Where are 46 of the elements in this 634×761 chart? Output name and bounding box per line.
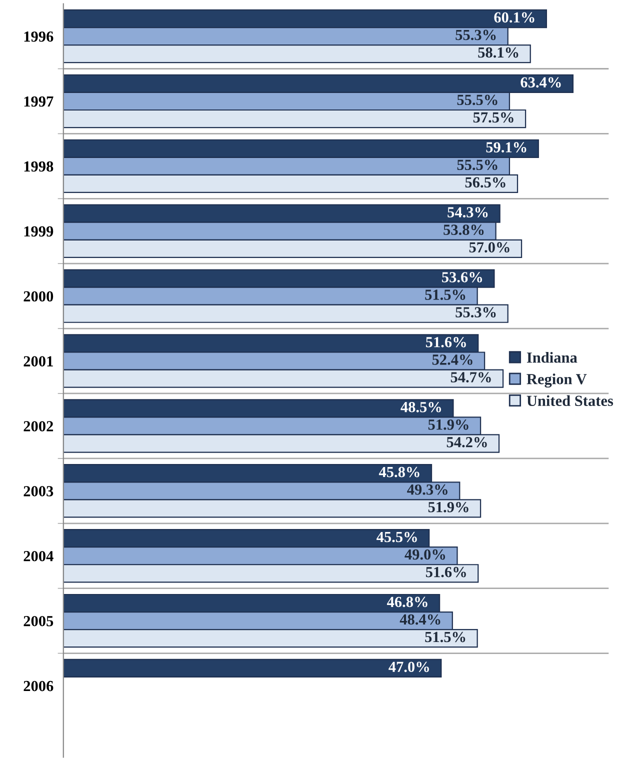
y-tick-label: 2003 (24, 486, 54, 496)
data-label: 54.2% (446, 437, 487, 448)
y-tick-label: 1996 (24, 31, 54, 42)
data-label: 45.8% (378, 466, 420, 478)
data-label: 49.0% (404, 549, 446, 560)
data-label: 45.5% (376, 532, 417, 542)
data-label: 60.1% (494, 12, 534, 23)
y-tick-label: 2000 (24, 291, 54, 302)
data-label: 59.1% (486, 142, 526, 153)
data-label: 51.5% (425, 290, 466, 300)
data-label: 51.9% (428, 502, 468, 512)
y-tick-label: 2006 (24, 680, 54, 692)
y-tick-label: 1997 (24, 96, 54, 107)
data-label: 53.8% (444, 224, 484, 236)
data-label: 54.3% (448, 207, 488, 218)
data-label: 48.5% (400, 402, 442, 412)
data-label: 51.6% (426, 336, 466, 348)
data-label: 57.0% (469, 242, 510, 253)
data-label: 63.4% (520, 77, 561, 88)
data-label: 58.1% (478, 47, 518, 58)
y-tick-label: 2004 (24, 551, 54, 562)
data-label: 48.4% (400, 614, 440, 625)
data-label: 55.3% (456, 30, 496, 40)
legend-label: United States (526, 395, 614, 406)
data-label: 47.0% (388, 662, 429, 672)
data-label: 55.3% (456, 307, 496, 318)
data-label: 57.5% (473, 112, 514, 123)
y-tick-label: 2001 (24, 356, 53, 366)
data-label: 56.5% (465, 177, 506, 188)
legend-label: Region V (526, 374, 587, 388)
y-tick-label: 1999 (24, 226, 54, 237)
bar (63, 658, 442, 678)
data-label: 52.4% (432, 354, 472, 365)
data-label: 53.6% (442, 272, 482, 282)
data-label: 51.5% (425, 632, 466, 642)
data-label: 49.3% (407, 484, 448, 495)
data-label: 55.5% (457, 94, 498, 106)
legend-label: Indiana (526, 352, 578, 363)
data-label: 46.8% (386, 596, 428, 608)
data-label: 51.9% (428, 419, 468, 430)
data-label: 55.5% (457, 160, 498, 170)
data-label: 51.6% (426, 566, 466, 578)
y-tick-label: 1998 (24, 161, 54, 172)
y-tick-label: 2005 (24, 616, 54, 626)
y-tick-label: 2002 (24, 421, 54, 432)
data-label: 54.7% (450, 372, 491, 382)
